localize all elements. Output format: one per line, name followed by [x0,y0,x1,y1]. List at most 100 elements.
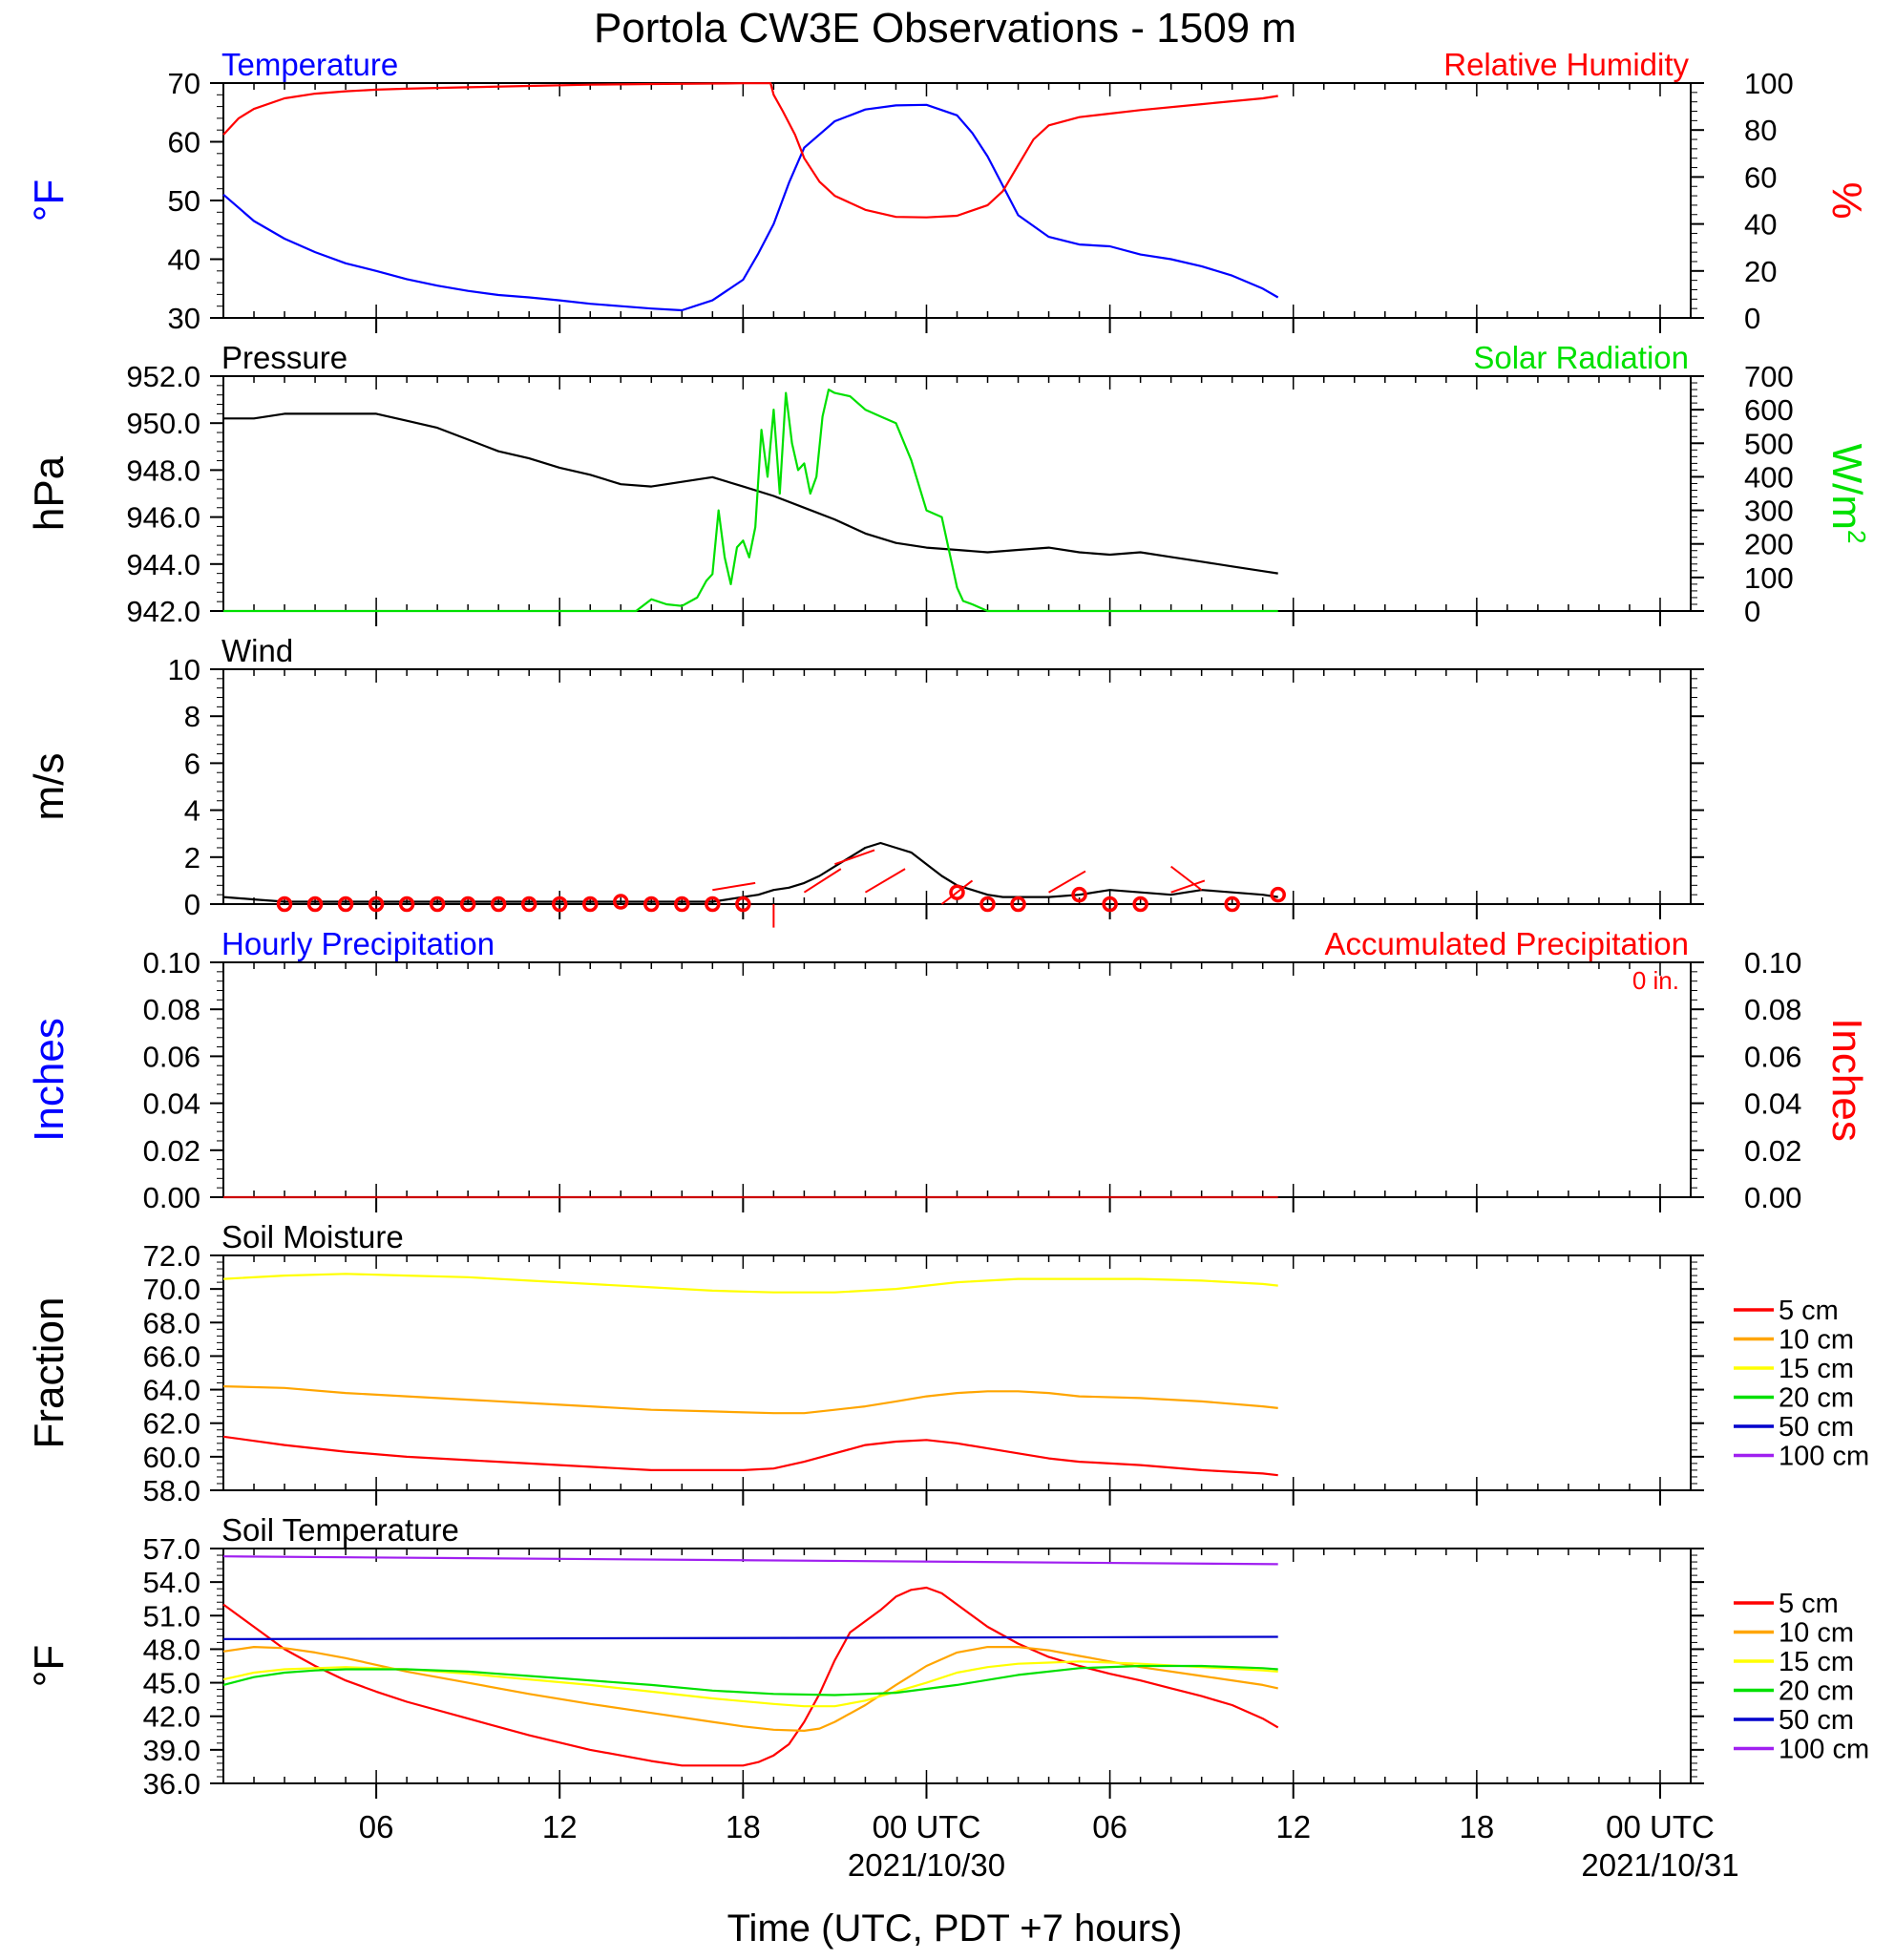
y-left-tick-label: 60.0 [143,1441,200,1474]
legend-label: 5 cm [1779,1589,1839,1619]
panel-soil_moist: 58.060.062.064.066.068.070.072.0 Soil Moi… [26,1219,1869,1507]
legend-label: 100 cm [1779,1442,1869,1472]
panel-frame [222,82,1692,319]
y-left-tick-label: 36.0 [143,1767,200,1801]
y-left-tick-label: 0.10 [143,946,200,980]
y-right-tick-label: 0.06 [1744,1040,1801,1073]
y-left-tick-label: 0.08 [143,993,200,1026]
panel-soil_temp: 36.039.042.045.048.051.054.057.0 Soil Tem… [26,1512,1869,1801]
y-left-tick-label: 70.0 [143,1273,200,1306]
legend-label: 50 cm [1779,1705,1854,1736]
y-axis-label-left: °F [26,1645,73,1687]
y-axis-label-superscript: 2 [1842,530,1871,543]
y-left-tick-label: 30 [168,302,200,335]
calm-wind-marker [1071,886,1087,903]
series-line-relative-humidity [222,82,1278,219]
calm-wind-marker [1270,886,1286,903]
calm-wind-marker [705,896,721,913]
calm-wind-marker [398,896,415,913]
panel-title-left: Temperature [221,47,398,82]
calm-wind-marker [276,896,293,913]
y-right-tick-label: 40 [1744,208,1777,242]
wind-barb [864,868,906,894]
series-line-100-cm [222,1555,1278,1566]
y-right-tick-label: 0.08 [1744,993,1801,1026]
panel-frame [222,1548,1692,1784]
y-axis-label-right: % [1823,181,1870,219]
y-right-tick-label: 60 [1744,160,1777,194]
y-left-tick-label: 944.0 [126,548,200,581]
x-tick-label: 12 [542,1809,578,1844]
y-left-tick-label: 54.0 [143,1566,200,1599]
calm-wind-marker [459,896,476,913]
y-right-tick-label: 0 [1744,595,1760,628]
y-left-tick-label: 0.06 [143,1040,200,1073]
y-left-tick-label: 42.0 [143,1700,200,1734]
calm-wind-marker [306,896,324,913]
y-right-tick-label: 0.02 [1744,1134,1801,1168]
y-left-tick-label: 942.0 [126,595,200,628]
series-line-15-cm [222,1273,1278,1294]
panel-frame [222,1254,1692,1491]
calm-wind-marker [1102,896,1118,913]
series-line-5-cm [222,1435,1278,1477]
series-line-10-cm [222,1645,1278,1733]
legend-label: 20 cm [1779,1383,1854,1414]
legend-label: 10 cm [1779,1325,1854,1356]
calm-wind-marker [1224,896,1240,913]
y-right-tick-label: 300 [1744,495,1794,528]
legend-label: 5 cm [1779,1296,1839,1326]
y-left-tick-label: 0.00 [143,1181,200,1214]
calm-wind-marker [582,896,599,913]
legend-label: 50 cm [1779,1412,1854,1443]
y-left-tick-label: 51.0 [143,1599,200,1633]
calm-wind-marker [1010,896,1026,913]
calm-wind-marker [1132,896,1148,913]
y-left-tick-label: 66.0 [143,1339,200,1373]
series-line-20-cm [222,1664,1278,1697]
wind-barb [803,868,842,894]
calm-wind-marker [613,894,629,910]
calm-wind-marker [368,896,385,913]
x-tick-label: 06 [1092,1809,1127,1844]
calm-wind-marker [429,896,446,913]
panel-title-right: Accumulated Precipitation [1324,926,1689,961]
series-line-wind-speed [222,841,1278,903]
legend-label: 100 cm [1779,1735,1869,1765]
calm-wind-marker [979,896,996,913]
y-left-tick-label: 0.04 [143,1087,200,1121]
accum-precip-value: 0 in. [1632,966,1679,995]
calm-wind-marker [520,896,537,913]
wind-barb [940,879,974,905]
y-left-tick-label: 8 [184,700,200,733]
y-right-tick-label: 0.00 [1744,1181,1801,1214]
y-left-tick-label: 2 [184,841,200,875]
wind-barb [1170,865,1203,892]
series-line-5-cm [222,1586,1279,1767]
wind-barb [1048,870,1086,894]
panel-precip: 0.00 0.02 0.04 0.06 0.08 0.10 0.00 0.02 0.04 0.06… [26,926,1870,1214]
y-left-tick-label: 64.0 [143,1374,200,1407]
y-left-tick-label: 70 [168,67,200,100]
y-left-tick-label: 72.0 [143,1239,200,1273]
panel-press_solar: 942.0 944.0 946.0 948.0 950.0 952.0 0100200300… [26,340,1871,628]
calm-wind-marker [551,896,568,913]
legend-label: 20 cm [1779,1676,1854,1707]
series-line-15-cm [222,1660,1278,1708]
y-right-tick-label: 0.04 [1744,1087,1801,1121]
y-axis-label-left: Fraction [26,1297,73,1449]
y-left-tick-label: 952.0 [126,360,200,393]
y-left-tick-label: 946.0 [126,501,200,535]
panel-wind: 0 2 4 6 8 10 Wind m/s [26,633,1704,928]
y-left-tick-label: 57.0 [143,1532,200,1566]
series-line-solar-radiation [223,389,1278,613]
y-left-tick-label: 60 [168,126,200,159]
calm-wind-marker [643,896,660,913]
panel-title-left: Soil Temperature [221,1512,459,1548]
y-left-tick-label: 68.0 [143,1306,200,1339]
calm-wind-marker [490,896,507,913]
y-right-tick-label: 100 [1744,561,1794,595]
x-date-label: 2021/10/31 [1581,1847,1738,1883]
